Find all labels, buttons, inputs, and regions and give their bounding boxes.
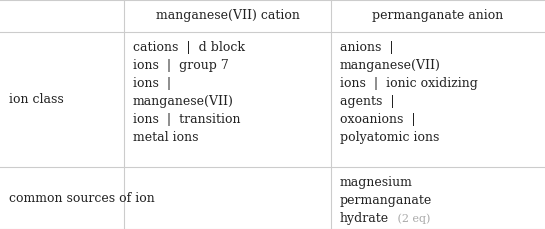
Text: anions  |
manganese(VII)
ions  |  ionic oxidizing
agents  |
oxoanions  |
polyato: anions | manganese(VII) ions | ionic oxi… — [340, 41, 477, 144]
Text: manganese(VII) cation: manganese(VII) cation — [156, 9, 299, 22]
Text: common sources of ion: common sources of ion — [9, 192, 154, 204]
Text: ion class: ion class — [9, 93, 63, 106]
Text: (2 eq): (2 eq) — [394, 214, 431, 224]
Text: magnesium
permanganate
hydrate: magnesium permanganate hydrate — [340, 176, 432, 225]
Text: cations  |  d block
ions  |  group 7
ions  |
manganese(VII)
ions  |  transition
: cations | d block ions | group 7 ions | … — [133, 41, 245, 144]
Text: permanganate anion: permanganate anion — [372, 9, 504, 22]
